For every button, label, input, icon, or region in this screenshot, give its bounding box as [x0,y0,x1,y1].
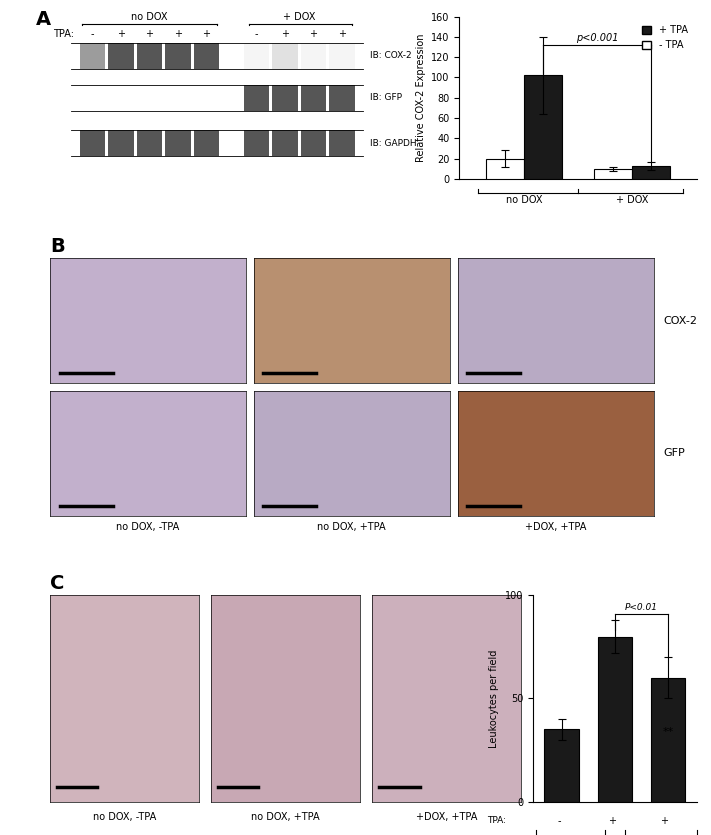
Legend: + TPA, - TPA: + TPA, - TPA [638,22,692,54]
Bar [80,130,105,156]
Bar [651,678,685,802]
Text: +: + [174,28,182,38]
Bar [193,130,219,156]
Bar [243,85,269,111]
Text: +: + [338,28,346,38]
Bar [137,85,162,111]
Bar [301,130,326,156]
Y-axis label: Leukocytes per field: Leukocytes per field [489,650,499,747]
Text: **: ** [663,727,674,737]
Bar [165,85,191,111]
Bar [301,43,326,68]
Text: C: C [50,574,64,593]
Bar [108,130,134,156]
Bar [301,85,326,111]
Bar [243,130,269,156]
Text: +: + [146,28,154,38]
Bar [486,159,524,179]
Bar [329,130,355,156]
Bar [329,85,355,111]
Text: IB: GFP: IB: GFP [370,94,402,102]
Bar [272,43,298,68]
Bar [272,130,298,156]
Text: no DOX, -TPA: no DOX, -TPA [116,522,179,532]
Text: P<0.01: P<0.01 [625,603,658,612]
Text: +: + [203,28,210,38]
Text: -: - [255,28,258,38]
Text: GFP: GFP [663,448,685,458]
Bar [545,730,579,802]
Text: IB: GAPDH: IB: GAPDH [370,139,417,148]
Text: -: - [91,28,95,38]
Text: no DOX, +TPA: no DOX, +TPA [317,522,386,532]
Text: no DOX: no DOX [132,13,168,23]
Text: +: + [281,28,289,38]
Text: +: + [117,28,125,38]
Bar [329,43,355,68]
Bar [524,75,562,179]
Bar [594,169,632,179]
Bar [137,130,162,156]
Bar [137,43,162,68]
Text: +DOX, +TPA: +DOX, +TPA [416,812,477,822]
Text: B: B [50,236,65,256]
Bar [108,85,134,111]
Text: no DOX, +TPA: no DOX, +TPA [251,812,320,822]
Bar [165,43,191,68]
Bar [80,85,105,111]
Text: +: + [309,28,317,38]
Text: TPA:: TPA: [53,28,75,38]
Text: IB: COX-2: IB: COX-2 [370,51,412,60]
Text: +DOX, +TPA: +DOX, +TPA [525,522,587,532]
Bar [598,636,632,802]
Bar [632,165,670,179]
Bar [80,43,105,68]
Bar [193,85,219,111]
Bar [193,43,219,68]
Text: +: + [660,816,668,826]
Text: no DOX, -TPA: no DOX, -TPA [92,812,156,822]
Text: TPA:: TPA: [487,816,506,825]
Text: COX-2: COX-2 [663,316,697,326]
Bar [243,43,269,68]
Text: p<0.001: p<0.001 [576,33,618,43]
Bar [165,130,191,156]
Bar [272,85,298,111]
Text: +: + [608,816,616,826]
Y-axis label: Relative COX-2 Expression: Relative COX-2 Expression [415,33,426,162]
Text: A: A [36,10,50,29]
Bar [108,43,134,68]
Text: -: - [557,816,561,826]
Text: + DOX: + DOX [283,13,315,23]
